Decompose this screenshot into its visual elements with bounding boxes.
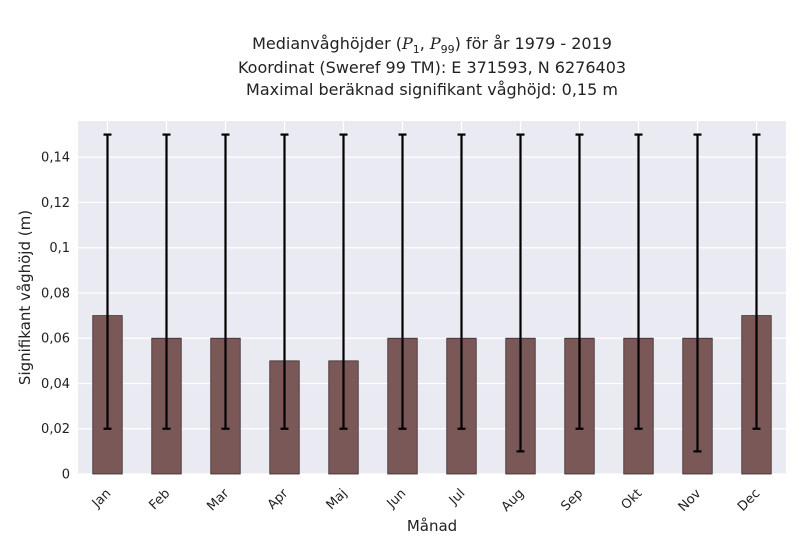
x-tick-label: Jul (446, 486, 468, 508)
y-tick-label: 0,06 (41, 332, 70, 347)
error-bar-feb (162, 133, 171, 430)
error-bar-nov (693, 133, 702, 453)
x-tick-label: Aug (499, 486, 528, 515)
x-tick-label: Nov (676, 486, 705, 515)
error-bar-jun (398, 133, 407, 430)
error-bars (103, 133, 761, 453)
x-tick-label: Dec (735, 486, 763, 514)
y-tick-label: 0,02 (41, 422, 70, 437)
error-bar-apr (280, 133, 289, 430)
error-bar-jul (457, 133, 466, 430)
y-tick-labels: 0 0,02 0,04 0,06 0,08 0,1 0,12 0,14 (41, 151, 70, 483)
y-tick-label: 0,12 (41, 196, 70, 211)
chart-title-line-2: Koordinat (Sweref 99 TM): E 371593, N 62… (237, 58, 627, 77)
x-tick-label: Sep (558, 486, 586, 514)
x-tick-label: Maj (324, 486, 351, 513)
y-tick-label: 0,08 (41, 286, 70, 301)
y-tick-label: 0,04 (41, 377, 70, 392)
x-axis-label: Månad (407, 517, 457, 535)
plot-area (78, 121, 786, 474)
chart-title-line-1: Medianvåghöjder (P1, P99) för år 1979 - … (252, 34, 612, 57)
chart-title-line-3: Maximal beräknad signifikant våghöjd: 0,… (246, 80, 618, 99)
error-bar-mar (221, 133, 230, 430)
x-tick-label: Jun (384, 486, 410, 512)
y-tick-label: 0 (62, 468, 70, 483)
error-bar-okt (634, 133, 643, 430)
x-tick-label: Okt (619, 486, 646, 513)
error-bar-sep (575, 133, 584, 430)
error-bar-aug (516, 133, 525, 453)
x-tick-label: Apr (265, 486, 292, 513)
y-tick-label: 0,1 (49, 241, 70, 256)
x-tick-label: Mar (204, 486, 232, 514)
y-tick-label: 0,14 (41, 151, 70, 166)
error-bar-maj (339, 133, 348, 430)
x-tick-label: Jan (89, 486, 114, 511)
x-tick-label: Feb (146, 486, 173, 513)
error-bar-jan (103, 133, 112, 430)
y-axis-label: Signifikant våghöjd (m) (16, 210, 34, 385)
x-tick-labels: Jan Feb Mar Apr Maj Jun Jul Aug Sep Okt Nov Dec (89, 486, 763, 515)
error-bar-dec (752, 133, 761, 430)
